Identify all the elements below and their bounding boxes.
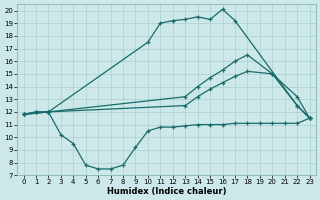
X-axis label: Humidex (Indice chaleur): Humidex (Indice chaleur) (107, 187, 226, 196)
